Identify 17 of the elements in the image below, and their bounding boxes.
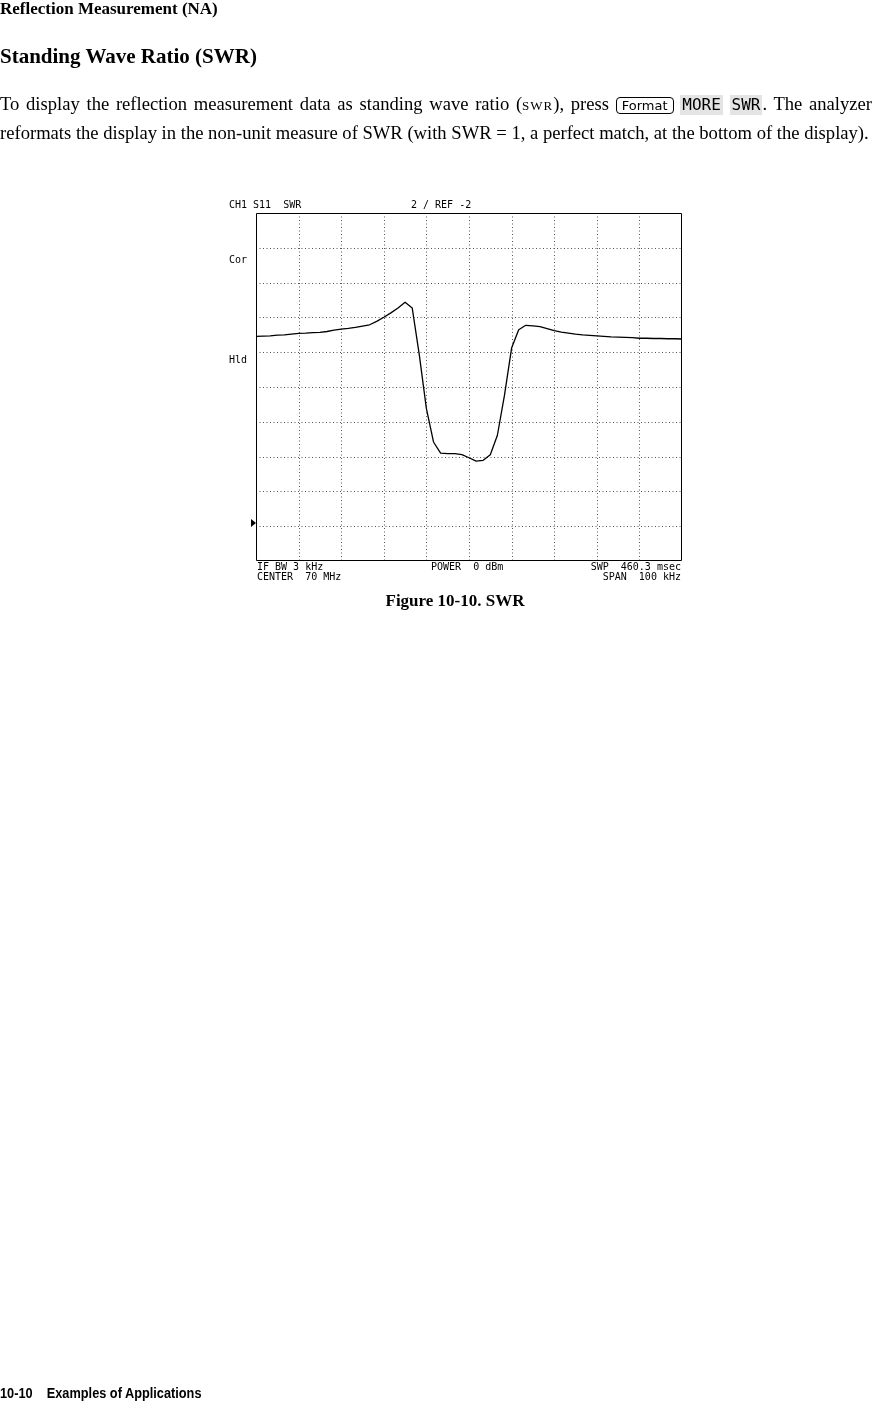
text: SPAN 100 kHz bbox=[602, 571, 681, 582]
caption: Figure 10-10. SWR bbox=[384, 591, 526, 611]
text: IF BW 3 kHz bbox=[257, 561, 324, 572]
chart-title: Standing Wave Ratio (SWR) bbox=[0, 44, 257, 69]
text: To display the reflection measurement data as standing wave ratio (SWR), press bbox=[0, 93, 610, 114]
text: MORE bbox=[680, 95, 723, 115]
text: SWP 460.3 msec bbox=[590, 561, 681, 572]
text: Reflection Measurement (NA) bbox=[0, 0, 218, 19]
text: POWER 0 dBm bbox=[431, 561, 504, 572]
text: 10-10 Examples of Applications bbox=[0, 1384, 202, 1401]
text: CENTER 70 MHz bbox=[257, 571, 342, 582]
text: 2 / REF -2 bbox=[411, 199, 472, 210]
text: Format bbox=[615, 97, 674, 114]
text: Hld bbox=[229, 354, 248, 365]
text: Cor bbox=[229, 254, 248, 265]
text: CH1 S11 SWR bbox=[229, 199, 302, 210]
text: SWR bbox=[729, 95, 763, 115]
